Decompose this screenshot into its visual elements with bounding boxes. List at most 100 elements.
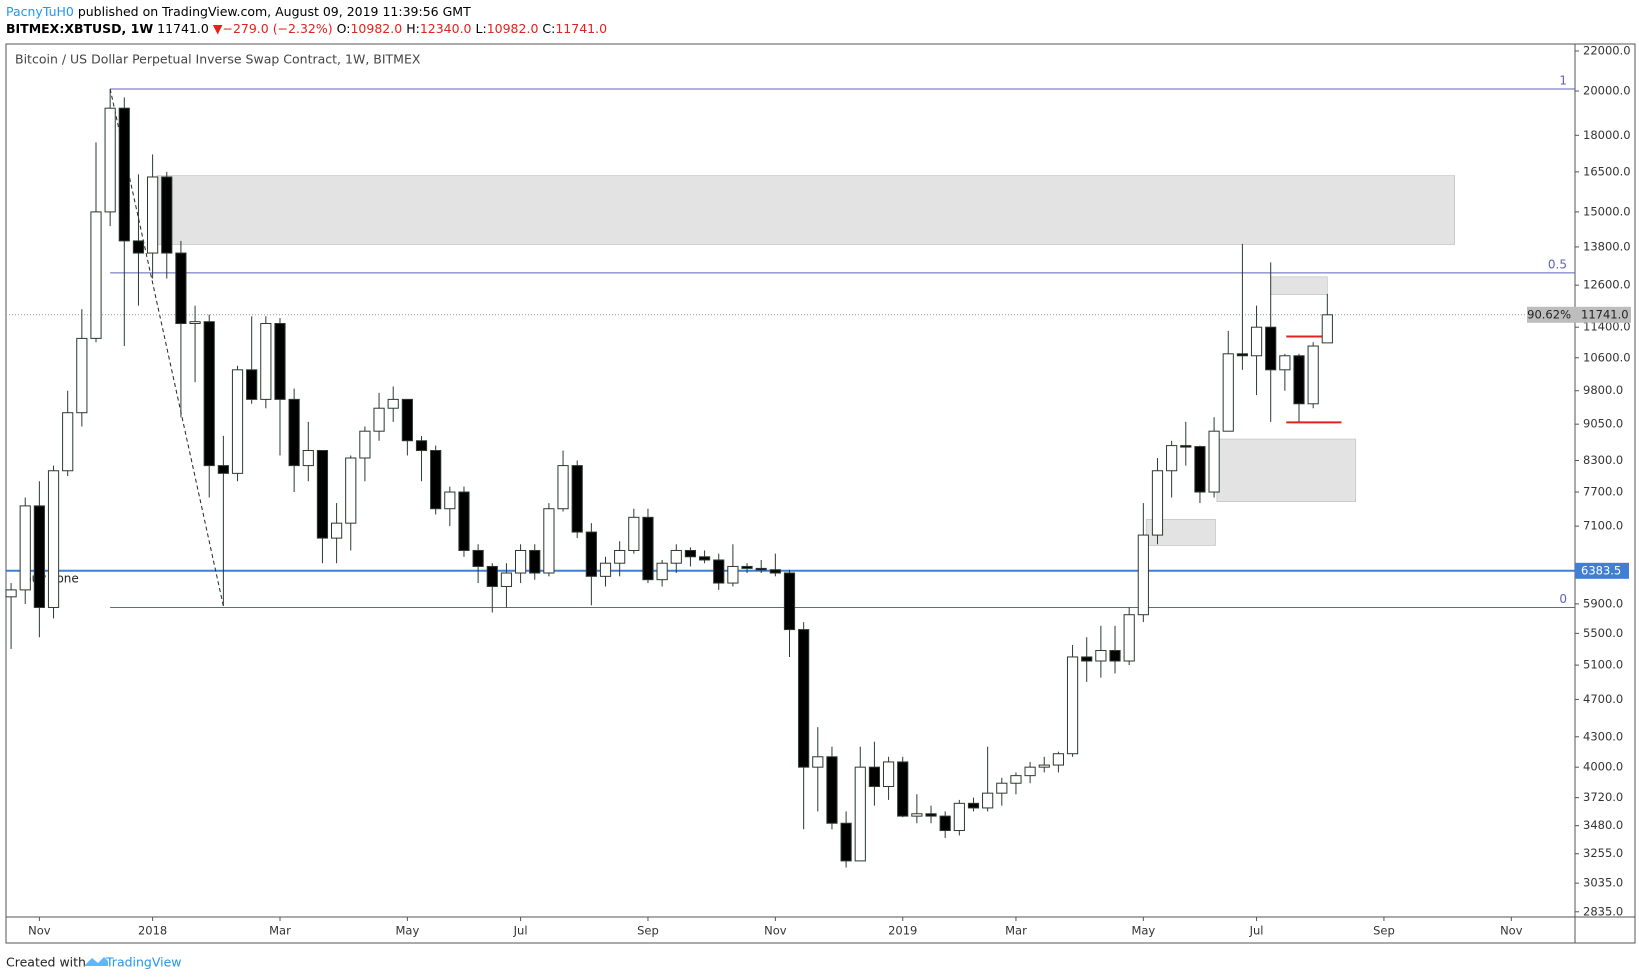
candle-body [1166,445,1178,472]
candle-body [741,565,753,569]
support-tag [1575,562,1629,579]
candle-body [19,505,31,591]
candle-body [840,822,852,862]
x-tick-label: Jul [1249,924,1264,938]
candle-body [373,407,385,432]
quote-part: 10982.0 [486,21,539,36]
candle-body [401,398,413,442]
candle-body [826,756,838,824]
fib-label: 0 [1559,592,1567,606]
quote-part: 11741.0 [555,21,608,36]
candle-body [387,398,399,409]
y-tick-label: 9800.0 [1583,383,1623,397]
candle-body [1279,355,1291,371]
candle-body [47,470,60,608]
zone [156,175,1455,245]
candle-body [472,549,484,567]
candle-body [486,565,498,587]
candle-body [1293,355,1305,405]
x-tick-label: May [1131,924,1155,938]
y-tick-label: 9050.0 [1583,417,1623,431]
x-tick-label: Sep [637,924,659,938]
candle-body [1151,470,1164,536]
candle-body [783,572,796,631]
logo [84,957,108,966]
quote-line: BITMEX:XBTUSD, 1W 11741.0 ▼−279.0 (−2.32%)… [6,21,611,36]
candle-body [1222,353,1234,432]
zone [1270,276,1328,295]
candle-body [274,323,286,400]
trend-line [109,88,224,607]
x-tick-label: 2019 [888,924,917,938]
candle-body [175,252,187,325]
candle-body [529,549,541,574]
y-tick-label: 3255.0 [1583,846,1623,860]
x-tick-label: Mar [1005,924,1027,938]
candle-body [1180,445,1192,448]
candle-body [1038,764,1050,768]
quote-part: O: [336,21,351,36]
candle-body [430,450,442,510]
y-tick-label: 3720.0 [1583,790,1623,804]
candle-body [33,505,45,608]
quote-part: C: [542,21,556,36]
y-tick-label: 20000.0 [1583,84,1631,98]
quote-part: L: [475,21,487,36]
y-tick-label: 12600.0 [1583,278,1631,292]
candle-body [854,766,866,862]
candle-body [939,815,951,832]
support-value: 6383.5 [1581,563,1621,577]
candle-body [260,323,272,400]
x-tick-label: Nov [764,924,787,938]
candle-body [982,792,994,809]
candle-body [203,321,215,467]
candle-body [161,176,173,254]
y-tick-label: 3480.0 [1583,818,1623,832]
author[interactable]: PacnyTuH0 [6,4,74,19]
candle-body [713,559,725,584]
publish-line: PacnyTuH0 published on TradingView.com, … [6,4,471,19]
candle-body [1194,446,1206,493]
candle-body [953,802,965,832]
candle-body [599,562,612,577]
candle-body [1236,353,1248,357]
candle-body [727,565,739,584]
candle-body [147,176,159,254]
y-tick-label: 15000.0 [1583,204,1631,218]
quote-part: BITMEX:XBTUSD, 1W [6,21,154,36]
candle-body [76,337,88,414]
candle-body [5,589,17,598]
candle-body [812,756,824,768]
y-tick-label: 2835.0 [1583,904,1623,918]
candle-body [231,369,244,474]
y-tick-label: 13800.0 [1583,239,1631,253]
price-tag [1575,306,1631,323]
fib-label: 0.5 [1548,257,1567,271]
candle-body [670,549,682,564]
candle-body [684,549,697,558]
x-tick-label: Mar [269,924,291,938]
candle-body [698,556,711,561]
footer-brand[interactable]: TradingView [105,955,182,970]
y-tick-label: 11400.0 [1583,320,1631,334]
candle-body [104,107,116,213]
candle-body [1307,345,1319,405]
x-tick-label: Sep [1373,924,1395,938]
candle-body [656,562,668,581]
y-tick-label: 18000.0 [1583,128,1631,142]
candle-body [628,516,640,551]
candle-body [557,465,569,510]
y-tick-label: 7700.0 [1583,485,1623,499]
quote-part: ▼ [212,21,223,36]
candle-body [1066,656,1079,755]
zone [1216,438,1356,502]
candle-body [1265,326,1277,371]
candle-body [458,491,470,551]
y-tick-label: 10600.0 [1583,350,1631,364]
candle-body [1321,314,1333,344]
candle-body [1137,534,1149,616]
candle-body [925,813,937,817]
y-tick-label: 16500.0 [1583,164,1631,178]
y-tick-label: 5100.0 [1583,658,1623,672]
